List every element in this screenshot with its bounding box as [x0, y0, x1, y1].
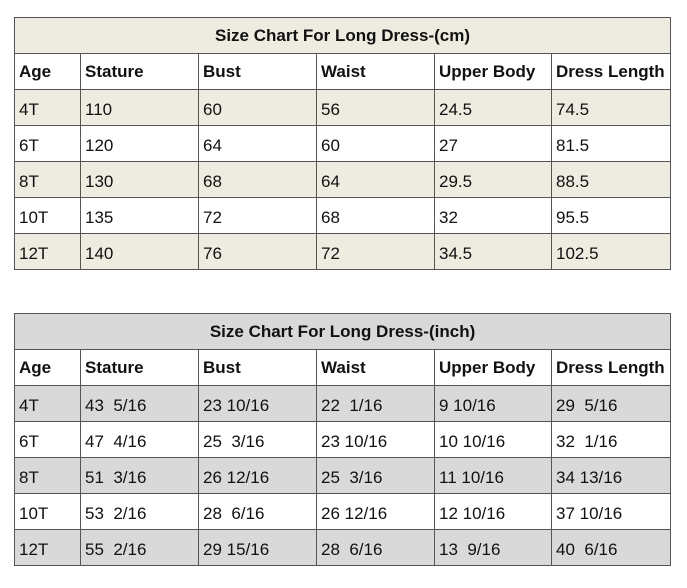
data-cell: 76 [198, 233, 317, 270]
data-cell: 4T [14, 385, 81, 422]
data-row: 8T 51 3/16 26 12/16 25 3/16 11 10/16 34 13/16 [14, 457, 672, 494]
data-cell: 60 [316, 125, 435, 162]
data-cell: 34.5 [434, 233, 552, 270]
data-cell: 95.5 [550, 197, 672, 234]
data-cell: 32 1/16 [550, 421, 672, 458]
data-row: 10T 135 72 68 32 95.5 [14, 197, 672, 234]
data-cell: 72 [198, 197, 317, 234]
header-cell: Stature [80, 349, 199, 386]
data-cell: 24.5 [434, 89, 552, 126]
data-cell: 12T [14, 233, 81, 270]
data-cell: 11 10/16 [434, 457, 552, 494]
data-cell: 13 9/16 [434, 529, 552, 566]
data-cell: 32 [434, 197, 552, 234]
header-cell: Dress Length [550, 349, 672, 386]
data-cell: 110 [80, 89, 199, 126]
data-cell: 68 [198, 161, 317, 198]
data-cell: 12 10/16 [434, 493, 552, 530]
data-cell: 29 15/16 [198, 529, 317, 566]
data-cell: 23 10/16 [198, 385, 317, 422]
header-cell: Waist [316, 53, 435, 90]
data-cell: 37 10/16 [550, 493, 672, 530]
data-cell: 64 [198, 125, 317, 162]
data-cell: 28 6/16 [316, 529, 435, 566]
data-row: 12T 140 76 72 34.5 102.5 [14, 233, 672, 270]
data-cell: 88.5 [550, 161, 672, 198]
data-cell: 29.5 [434, 161, 552, 198]
data-cell: 47 4/16 [80, 421, 199, 458]
data-row: 6T 47 4/16 25 3/16 23 10/16 10 10/16 32 1/16 [14, 421, 672, 458]
data-cell: 12T [14, 529, 81, 566]
data-cell: 81.5 [550, 125, 672, 162]
header-cell: Upper Body [434, 349, 552, 386]
data-cell: 29 5/16 [550, 385, 672, 422]
header-cell: Age [14, 53, 81, 90]
header-cell: Stature [80, 53, 199, 90]
data-cell: 34 13/16 [550, 457, 672, 494]
size-table: Size Chart For Long Dress-(inch) Age Statu… [13, 313, 672, 566]
header-cell: Bust [198, 349, 317, 386]
data-cell: 10T [14, 197, 81, 234]
data-cell: 55 2/16 [80, 529, 199, 566]
data-cell: 135 [80, 197, 199, 234]
data-cell: 6T [14, 421, 81, 458]
data-cell: 120 [80, 125, 199, 162]
data-cell: 102.5 [550, 233, 672, 270]
data-cell: 140 [80, 233, 199, 270]
table-title: Size Chart For Long Dress-(cm) [13, 17, 672, 54]
data-row: 4T 43 5/16 23 10/16 22 1/16 9 10/16 29 5/16 [14, 385, 672, 422]
data-cell: 26 12/16 [316, 493, 435, 530]
header-cell: Waist [316, 349, 435, 386]
data-row: 4T 110 60 56 24.5 74.5 [14, 89, 672, 126]
data-cell: 26 12/16 [198, 457, 317, 494]
data-cell: 60 [198, 89, 317, 126]
header-cell: Age [14, 349, 81, 386]
size-table: Size Chart For Long Dress-(cm) Age Stature… [13, 17, 672, 270]
data-cell: 8T [14, 457, 81, 494]
header-cell: Upper Body [434, 53, 552, 90]
data-cell: 51 3/16 [80, 457, 199, 494]
table-body: Size Chart For Long Dress-(cm) Age Stature… [13, 17, 672, 270]
data-row: 12T 55 2/16 29 15/16 28 6/16 13 9/16 40 6/16 [14, 529, 672, 566]
data-cell: 6T [14, 125, 81, 162]
title-row: Size Chart For Long Dress-(inch) [13, 313, 672, 350]
data-cell: 40 6/16 [550, 529, 672, 566]
data-cell: 10T [14, 493, 81, 530]
data-cell: 8T [14, 161, 81, 198]
data-cell: 25 3/16 [198, 421, 317, 458]
data-cell: 43 5/16 [80, 385, 199, 422]
title-row: Size Chart For Long Dress-(cm) [13, 17, 672, 54]
header-cell: Dress Length [550, 53, 672, 90]
header-row: Age Stature Bust Waist Upper Body Dress Lengt… [14, 53, 672, 90]
header-cell: Bust [198, 53, 317, 90]
data-cell: 53 2/16 [80, 493, 199, 530]
data-row: 10T 53 2/16 28 6/16 26 12/16 12 10/16 37 10/1… [14, 493, 672, 530]
header-row: Age Stature Bust Waist Upper Body Dress Lengt… [14, 349, 672, 386]
table-body: Size Chart For Long Dress-(inch) Age Statu… [13, 313, 672, 566]
data-cell: 25 3/16 [316, 457, 435, 494]
data-row: 6T 120 64 60 27 81.5 [14, 125, 672, 162]
data-row: 8T 130 68 64 29.5 88.5 [14, 161, 672, 198]
data-cell: 28 6/16 [198, 493, 317, 530]
data-cell: 22 1/16 [316, 385, 435, 422]
data-cell: 27 [434, 125, 552, 162]
table-title: Size Chart For Long Dress-(inch) [13, 313, 672, 350]
data-cell: 56 [316, 89, 435, 126]
data-cell: 68 [316, 197, 435, 234]
data-cell: 74.5 [550, 89, 672, 126]
data-cell: 9 10/16 [434, 385, 552, 422]
data-cell: 72 [316, 233, 435, 270]
data-cell: 23 10/16 [316, 421, 435, 458]
data-cell: 10 10/16 [434, 421, 552, 458]
data-cell: 130 [80, 161, 199, 198]
data-cell: 4T [14, 89, 81, 126]
data-cell: 64 [316, 161, 435, 198]
